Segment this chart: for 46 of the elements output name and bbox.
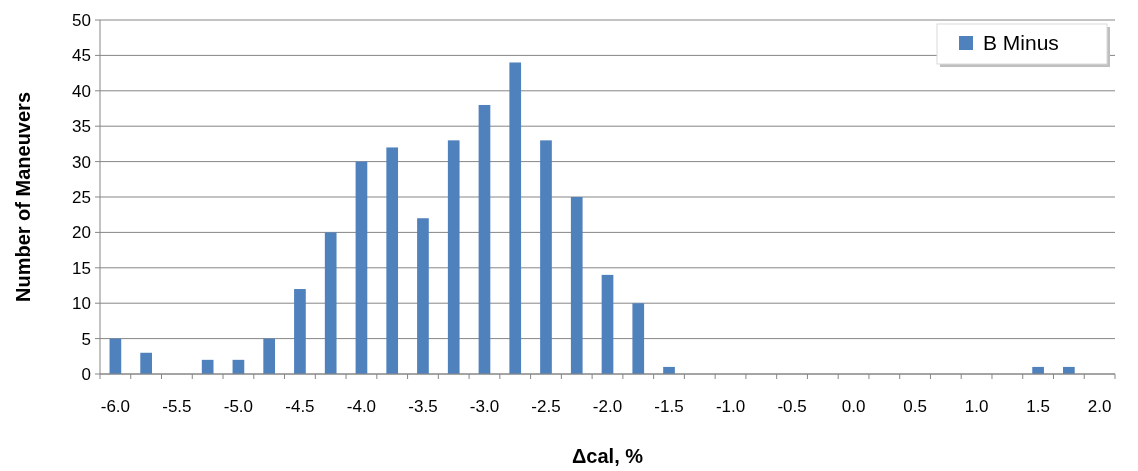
x-tick-label: -1.0 (715, 397, 746, 416)
x-tick-label: 0.0 (841, 397, 866, 416)
y-tick-label: 25 (72, 187, 91, 207)
y-tick-label: 30 (72, 152, 91, 172)
y-tick-label: 20 (72, 223, 91, 243)
bar (447, 140, 460, 374)
x-tick-label: 2.0 (1087, 397, 1112, 416)
x-tick-label: -0.5 (777, 397, 807, 416)
x-tick-label: -5.5 (162, 397, 192, 416)
bar (263, 338, 276, 374)
x-tick-label: -4.0 (346, 397, 377, 416)
y-tick-label: 45 (72, 46, 91, 66)
y-tick-label: 40 (72, 81, 91, 101)
y-tick-label: 35 (72, 117, 91, 137)
bar (140, 352, 152, 374)
x-tick-label: -2.5 (531, 397, 561, 416)
bar (509, 62, 522, 374)
bar (417, 218, 429, 374)
bar (601, 274, 614, 374)
x-tick-label: -1.5 (654, 397, 684, 416)
x-tick-label: -3.0 (469, 397, 500, 416)
bar (294, 289, 306, 374)
y-tick-label: 5 (81, 329, 91, 349)
y-tick-label: 15 (72, 258, 91, 278)
bar (570, 197, 583, 374)
x-axis-title: Δcal, % (571, 445, 644, 467)
y-tick-label: 10 (72, 294, 91, 314)
y-axis-title: Number of Maneuvers (12, 91, 34, 303)
bar (109, 338, 122, 374)
legend-label: B Minus (983, 31, 1059, 55)
x-tick-label: -2.0 (592, 397, 623, 416)
x-tick-label: -3.5 (408, 397, 438, 416)
y-tick-label: 50 (72, 10, 91, 30)
x-tick-label: -4.5 (285, 397, 315, 416)
x-tick-label: 1.0 (964, 397, 989, 416)
bar (478, 104, 491, 374)
x-tick-label: -6.0 (100, 397, 131, 416)
bar (632, 303, 645, 374)
y-tick-label: 0 (81, 364, 91, 384)
bar (355, 161, 368, 374)
bar (324, 232, 337, 374)
x-tick-label: -5.0 (223, 397, 254, 416)
x-tick-label: 1.5 (1026, 397, 1050, 416)
bar (540, 140, 552, 374)
bar (386, 147, 399, 374)
x-tick-label: 0.5 (903, 397, 927, 416)
